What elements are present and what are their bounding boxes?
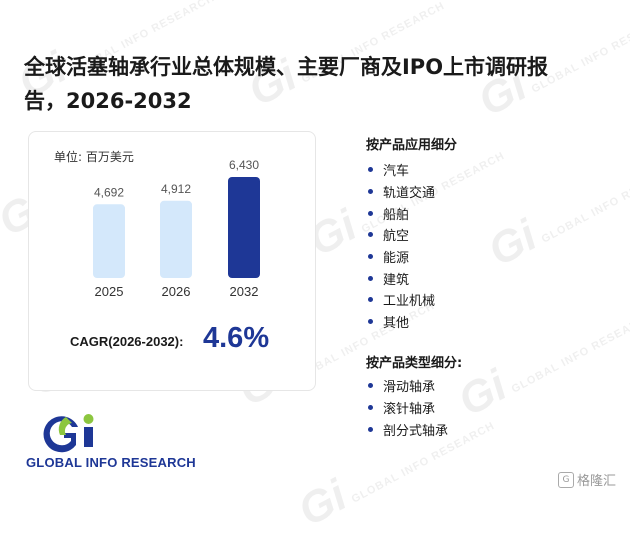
list-item-label: 滑动轴承 bbox=[383, 380, 436, 396]
application-section-title: 按产品应用细分 bbox=[366, 138, 458, 153]
bullet-icon bbox=[368, 189, 373, 195]
list-item: 能源 bbox=[366, 246, 435, 268]
bullet-icon bbox=[368, 210, 373, 216]
cagr-value: 4.6% bbox=[203, 322, 270, 354]
list-item-label: 船舶 bbox=[383, 207, 410, 223]
company-logo bbox=[26, 405, 126, 459]
gi-logo-icon bbox=[43, 414, 94, 453]
list-item: 滑动轴承 bbox=[366, 375, 448, 397]
bar-value-label: 6,430 bbox=[229, 160, 259, 172]
bullet-icon bbox=[368, 426, 373, 432]
list-item: 其他 bbox=[366, 311, 435, 333]
cagr-label: CAGR(2026-2032): bbox=[70, 334, 184, 349]
bullet-icon bbox=[368, 383, 373, 389]
list-item-label: 工业机械 bbox=[383, 294, 436, 310]
x-tick-label: 2026 bbox=[162, 284, 191, 299]
source-badge-text: 格隆汇 bbox=[577, 474, 617, 489]
list-item: 轨道交通 bbox=[366, 181, 435, 203]
watermark: Gi GLOBAL INFO RESEARCH bbox=[450, 309, 630, 426]
type-section-title: 按产品类型细分: bbox=[366, 356, 463, 371]
list-item: 剖分式轴承 bbox=[366, 418, 448, 440]
gelonghui-g-icon: G bbox=[558, 471, 574, 488]
unit-label: 单位: 百万美元 bbox=[54, 150, 134, 164]
bar-value-label: 4,692 bbox=[94, 185, 124, 199]
list-item-label: 轨道交通 bbox=[383, 186, 436, 202]
source-badge: G 格隆汇 bbox=[558, 470, 616, 489]
bullet-icon bbox=[368, 254, 373, 260]
list-item: 汽车 bbox=[366, 159, 435, 181]
bar-value-label: 4,912 bbox=[161, 182, 191, 196]
list-item-label: 滚针轴承 bbox=[383, 402, 436, 418]
bullet-icon bbox=[368, 297, 373, 303]
bar-2032 bbox=[228, 176, 260, 278]
list-item: 滚针轴承 bbox=[366, 397, 448, 419]
list-item: 建筑 bbox=[366, 267, 435, 289]
list-item: 航空 bbox=[366, 224, 435, 246]
list-item-label: 能源 bbox=[383, 251, 410, 267]
bar-chart: 4,692 2025 4,912 2026 6,430 2032 bbox=[93, 160, 260, 299]
logo-wordmark: GLOBAL INFO RESEARCH bbox=[26, 455, 196, 470]
bar-2026 bbox=[160, 200, 192, 278]
x-tick-label: 2025 bbox=[95, 284, 124, 299]
list-item-label: 航空 bbox=[383, 229, 410, 245]
bar-2025 bbox=[93, 204, 125, 278]
list-item: 船舶 bbox=[366, 202, 435, 224]
application-list: 汽车轨道交通船舶航空能源建筑工业机械其他 bbox=[366, 159, 435, 333]
x-tick-label: 2032 bbox=[230, 284, 259, 299]
list-item-label: 汽车 bbox=[383, 164, 410, 180]
bullet-icon bbox=[368, 232, 373, 238]
bullet-icon bbox=[368, 275, 373, 281]
watermark: Gi GLOBAL INFO RESEARCH bbox=[480, 159, 630, 276]
list-item-label: 剖分式轴承 bbox=[383, 423, 449, 439]
bullet-icon bbox=[368, 319, 373, 325]
list-item: 工业机械 bbox=[366, 289, 435, 311]
list-item-label: 其他 bbox=[383, 316, 410, 332]
list-item-label: 建筑 bbox=[383, 272, 410, 288]
bullet-icon bbox=[368, 167, 373, 173]
page-title: 全球活塞轴承行业总体规模、主要厂商及IPO上市调研报告，2026-2032 bbox=[24, 55, 549, 113]
bullet-icon bbox=[368, 405, 373, 411]
type-list: 滑动轴承滚针轴承剖分式轴承 bbox=[366, 375, 448, 440]
